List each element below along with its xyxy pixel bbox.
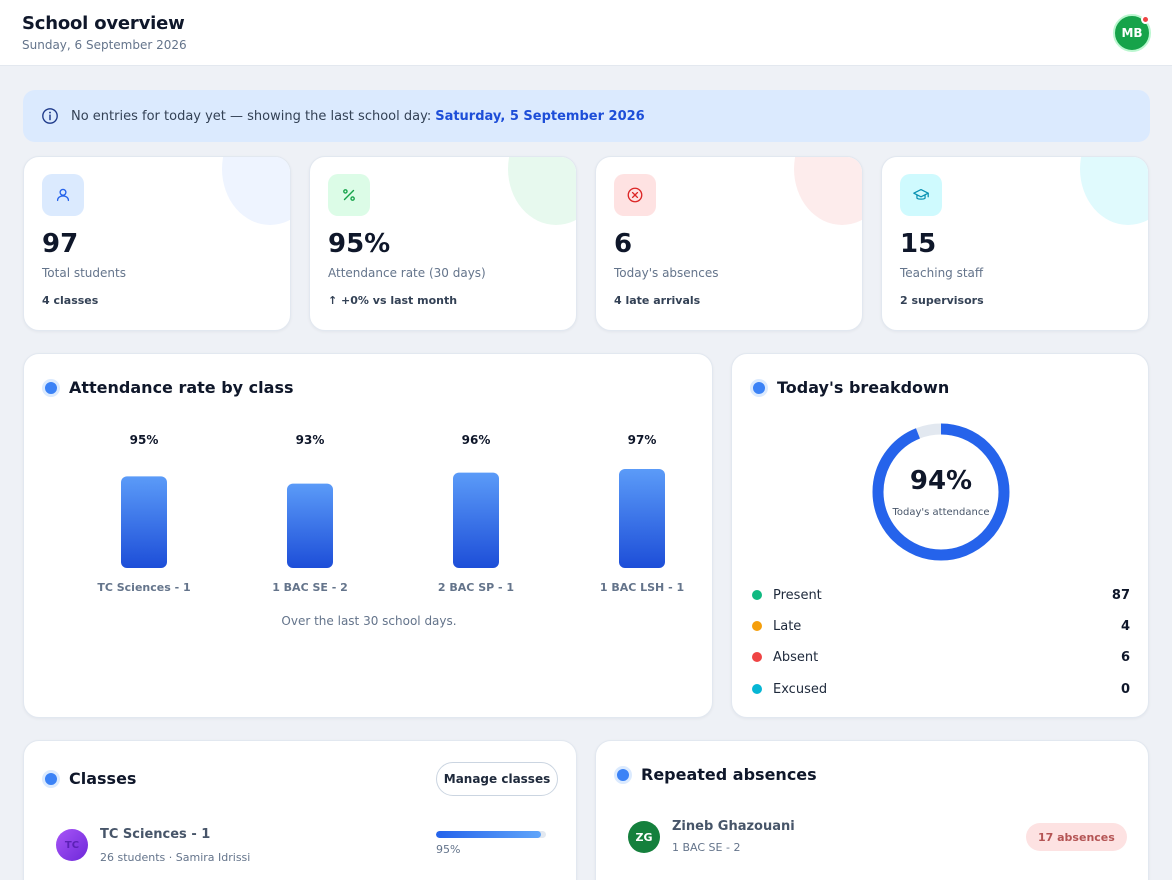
top-bar: School overview Sunday, 6 September 2026… (0, 0, 1172, 66)
attendance-bar-chart: 95% TC Sciences - 1 93% 1 BAC SE - 2 96% 2 BA… (97, 433, 684, 594)
legend-label: Late (773, 618, 802, 634)
percent-icon (328, 174, 370, 216)
section-title: Today's breakdown (777, 378, 950, 397)
page-date: Sunday, 6 September 2026 (22, 38, 187, 52)
legend-swatch (752, 652, 762, 662)
section-heading: Repeated absences (614, 765, 817, 784)
stat-value: 6 (614, 229, 633, 259)
absence-count-badge: 17 absences (1026, 823, 1127, 851)
info-icon (42, 108, 58, 124)
legend-label: Present (773, 587, 822, 603)
section-heading: Attendance rate by class (42, 378, 294, 397)
legend-swatch (752, 590, 762, 600)
section-title: Attendance rate by class (69, 378, 294, 397)
attendance-donut (872, 423, 1010, 561)
class-meta: 26 students · Samira Idrissi (100, 851, 251, 864)
stat-card-staff: 15 Teaching staff 2 supervisors (881, 156, 1149, 331)
repeated-absences-card: Repeated absences ZG Zineb Ghazouani 1 B… (595, 740, 1149, 880)
legend-excused: Excused 0 (752, 679, 1130, 699)
chart-footnote: Over the last 30 school days. (281, 614, 457, 628)
user-avatar[interactable]: MB (1113, 14, 1151, 52)
class-rate-fill (436, 831, 541, 838)
section-title: Classes (69, 769, 137, 788)
users-icon (42, 174, 84, 216)
bar-1 (287, 483, 333, 568)
bar-2 (453, 472, 499, 568)
card-decoration (1080, 157, 1148, 225)
bar-value-label: 97% (628, 433, 657, 447)
section-dot-icon (750, 378, 768, 397)
stat-value: 97 (42, 229, 79, 259)
notification-dot (1141, 15, 1150, 24)
attendance-by-class-card: Attendance rate by class 95% TC Sciences … (23, 353, 713, 718)
legend-swatch (752, 621, 762, 631)
section-dot-icon (614, 765, 632, 784)
graduation-cap-icon (900, 174, 942, 216)
legend-label: Absent (773, 649, 819, 665)
x-circle-icon (614, 174, 656, 216)
legend-label: Excused (773, 681, 828, 697)
todays-breakdown-card: Today's breakdown 94% Today's attendance… (731, 353, 1149, 718)
stat-label: Total students (42, 266, 126, 280)
card-decoration (222, 157, 290, 225)
stat-value: 95% (328, 229, 391, 259)
section-dot-icon (42, 769, 60, 788)
banner-date: Saturday, 5 September 2026 (435, 108, 645, 124)
stat-label: Attendance rate (30 days) (328, 266, 486, 280)
student-class: 1 BAC SE - 2 (672, 841, 741, 854)
card-decoration (508, 157, 576, 225)
class-name: TC Sciences - 1 (100, 827, 211, 842)
class-rate-label: 95% (436, 843, 461, 856)
stat-label: Teaching staff (900, 266, 984, 280)
section-heading: Classes (42, 769, 136, 788)
stat-label: Today's absences (614, 266, 719, 280)
bar-category-label: 2 BAC SP - 1 (438, 581, 514, 594)
stat-sub: 4 late arrivals (614, 294, 701, 307)
stat-sub: 2 supervisors (900, 294, 984, 307)
student-name: Zineb Ghazouani (672, 819, 795, 834)
card-decoration (794, 157, 862, 225)
bar-0 (121, 476, 167, 568)
donut-label: Today's attendance (892, 507, 990, 518)
legend-present: Present 87 (752, 585, 1130, 605)
donut-value: 94% (909, 466, 973, 496)
legend-absent: Absent 6 (752, 647, 1130, 667)
page-title: School overview (22, 13, 185, 34)
bar-value-label: 95% (130, 433, 159, 447)
stat-sub: 4 classes (42, 294, 99, 307)
stat-card-absences: 6 Today's absences 4 late arrivals (595, 156, 863, 331)
bar-category-label: 1 BAC SE - 2 (272, 581, 348, 594)
bar-category-label: 1 BAC LSH - 1 (600, 581, 684, 594)
legend-late: Late 4 (752, 616, 1130, 636)
bar-value-label: 93% (296, 433, 325, 447)
legend-count: 87 (1111, 587, 1130, 603)
section-title: Repeated absences (641, 765, 817, 784)
section-heading: Today's breakdown (750, 378, 949, 397)
student-avatar: ZG (628, 821, 660, 853)
legend-swatch (752, 684, 762, 694)
class-avatar: TC (56, 829, 88, 861)
legend-count: 4 (1120, 618, 1130, 634)
bar-category-label: TC Sciences - 1 (97, 581, 190, 594)
legend-count: 6 (1120, 649, 1130, 665)
bar-3 (619, 469, 665, 568)
donut-arc (872, 423, 1010, 561)
banner-text: No entries for today yet — showing the l… (71, 108, 432, 124)
stat-sub: ↑ +0% vs last month (328, 294, 458, 307)
class-rate-bar (436, 831, 546, 838)
avatar-initials: MB (1121, 26, 1143, 40)
no-entries-banner: No entries for today yet — showing the l… (23, 90, 1150, 142)
bar-value-label: 96% (462, 433, 491, 447)
stat-value: 15 (900, 229, 937, 259)
section-dot-icon (42, 378, 60, 397)
stat-card-students: 97 Total students 4 classes (23, 156, 291, 331)
stat-card-attendance: 95% Attendance rate (30 days) ↑ +0% vs l… (309, 156, 577, 331)
classes-card: Classes Manage classes TC TC Sciences - … (23, 740, 577, 880)
legend-count: 0 (1120, 681, 1130, 697)
manage-classes-button[interactable]: Manage classes (436, 762, 558, 796)
